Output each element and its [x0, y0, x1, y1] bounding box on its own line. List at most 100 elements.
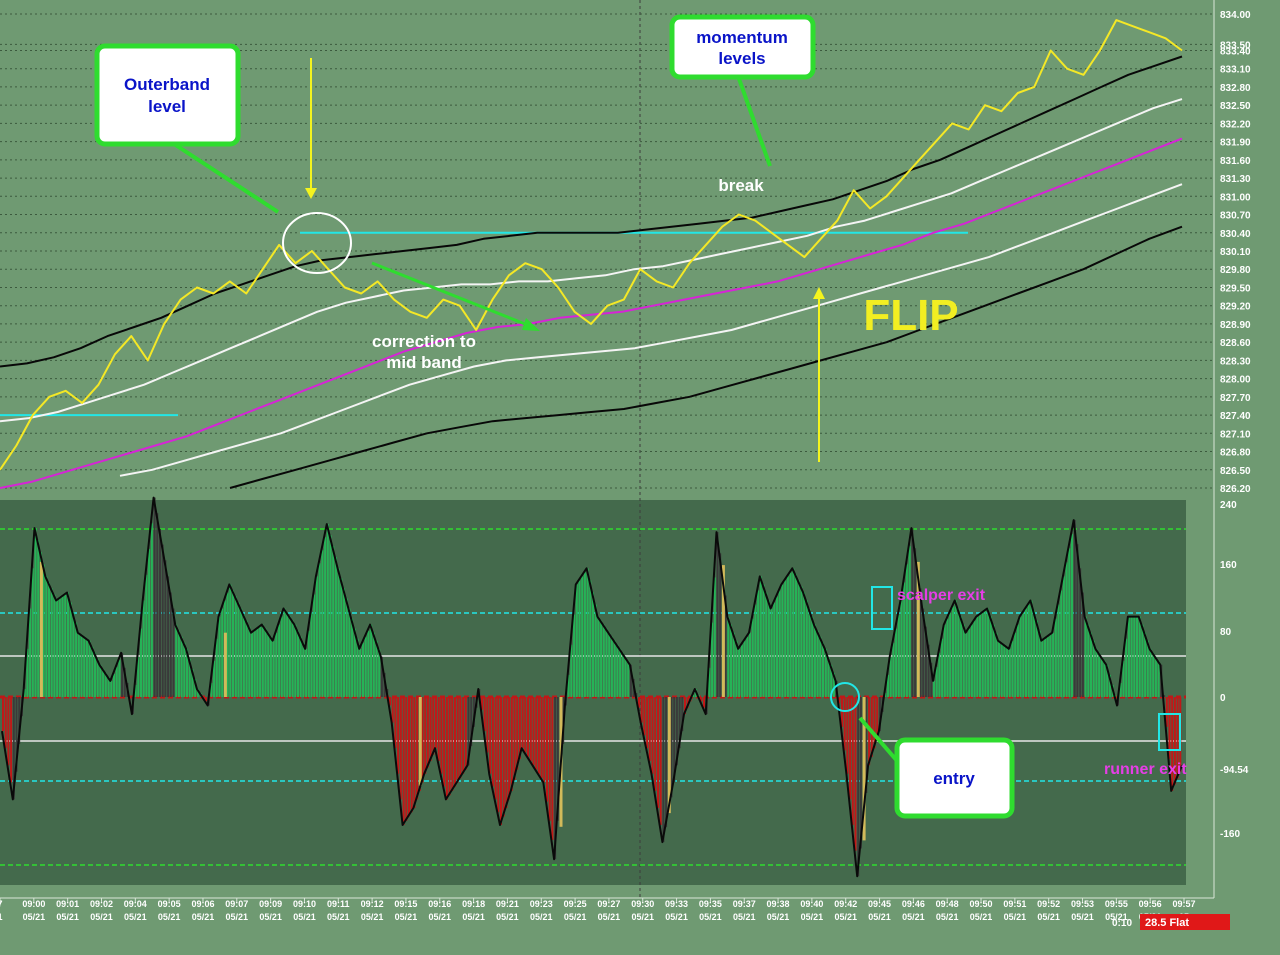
x-date-label: 1: [0, 912, 3, 922]
momentum-bar: [58, 598, 61, 697]
x-time-label: 09:15: [394, 899, 417, 909]
entry-label: entry: [933, 769, 975, 788]
momentum-bar: [167, 576, 170, 697]
momentum-bar: [529, 697, 532, 761]
momentum-bar: [527, 697, 529, 757]
momentum-bar: [1100, 656, 1103, 697]
momentum-bar: [1033, 610, 1036, 697]
momentum-bar: [1081, 592, 1084, 697]
x-date-label: 05/21: [1071, 912, 1094, 922]
price-tick-label: 826.50: [1220, 466, 1251, 477]
price-tick-label: 833.40: [1220, 46, 1251, 57]
x-time-label: 09:48: [936, 899, 959, 909]
momentum-bar: [1022, 612, 1025, 697]
outerband-label-line2: level: [148, 97, 186, 116]
momentum-bar: [267, 632, 270, 697]
momentum-bar: [924, 626, 927, 697]
momentum-bar: [421, 697, 424, 783]
momentum-bar: [832, 672, 835, 697]
x-date-label: 05/21: [259, 912, 282, 922]
momentum-bar: [732, 632, 735, 697]
momentum-bar: [827, 656, 830, 697]
momentum-bar: [83, 636, 86, 697]
momentum-bar: [1144, 632, 1147, 697]
momentum-bar: [261, 624, 264, 697]
x-time-label: 09:25: [564, 899, 587, 909]
momentum-bar: [470, 697, 473, 747]
momentum-bar: [946, 618, 949, 697]
momentum-bar: [150, 523, 153, 697]
correction-label-line2: mid band: [386, 353, 462, 372]
momentum-bar: [99, 664, 102, 697]
momentum-label-line2: levels: [718, 49, 765, 68]
x-date-label: 05/21: [834, 912, 857, 922]
momentum-bar: [651, 697, 654, 774]
momentum-bar: [364, 636, 367, 697]
momentum-bar: [554, 697, 557, 860]
momentum-bar: [45, 576, 48, 697]
momentum-bar: [749, 632, 751, 697]
momentum-bar: [786, 576, 789, 697]
momentum-bar: [692, 695, 695, 697]
momentum-bar: [1154, 656, 1157, 697]
momentum-bar: [351, 618, 354, 697]
momentum-bar: [88, 640, 91, 697]
momentum-bar: [933, 680, 935, 697]
momentum-bar: [429, 697, 432, 761]
momentum-bar: [608, 632, 611, 697]
momentum-bar: [629, 664, 632, 697]
momentum-bar: [811, 616, 814, 697]
momentum-bar: [546, 697, 548, 802]
momentum-bar: [454, 697, 456, 787]
momentum-bar: [949, 612, 952, 697]
momentum-bar: [229, 584, 232, 697]
price-tick-label: 828.60: [1220, 338, 1251, 349]
momentum-bar: [242, 614, 245, 697]
price-tick-label: 826.20: [1220, 484, 1251, 495]
momentum-bar: [145, 574, 148, 697]
momentum-bar: [321, 550, 324, 697]
momentum-bar: [602, 624, 605, 697]
x-time-label: 09:09: [259, 899, 282, 909]
x-time-label: 09:27: [597, 899, 620, 909]
momentum-bar: [935, 666, 938, 697]
momentum-bar: [943, 624, 946, 697]
momentum-bar: [998, 640, 1000, 697]
momentum-bar: [1071, 534, 1073, 697]
momentum-bar: [735, 640, 738, 697]
momentum-bar: [513, 697, 516, 781]
momentum-bar: [640, 697, 643, 723]
momentum-bar: [1098, 652, 1101, 697]
momentum-bar: [416, 697, 419, 800]
momentum-bar: [927, 644, 930, 697]
price-tick-label: 833.10: [1220, 65, 1251, 76]
momentum-bar: [573, 614, 576, 697]
momentum-bar: [1076, 544, 1079, 697]
status-position: 28.5 Flat: [1145, 917, 1189, 929]
momentum-bar: [1087, 624, 1090, 697]
momentum-bar: [194, 678, 197, 697]
upper-inner-band: [0, 98, 1183, 423]
momentum-label-line1: momentum: [696, 28, 788, 47]
break-label: break: [718, 176, 764, 195]
momentum-bar: [310, 612, 313, 697]
momentum-bar: [673, 697, 676, 783]
x-time-label: 09:10: [293, 899, 316, 909]
momentum-bar: [776, 596, 778, 697]
x-time-label: 09:52: [1037, 899, 1060, 909]
x-time-label: 09:00: [22, 899, 45, 909]
momentum-bar: [448, 697, 451, 796]
oscillator-tick-label: 160: [1220, 560, 1237, 571]
momentum-bar: [440, 697, 443, 774]
x-date-label: 05/21: [496, 912, 519, 922]
momentum-bar: [85, 638, 88, 697]
momentum-bar: [10, 697, 13, 783]
x-time-label: 09:55: [1105, 899, 1128, 909]
momentum-bar: [26, 648, 29, 698]
momentum-bar: [1127, 616, 1130, 697]
momentum-bar: [746, 636, 749, 697]
momentum-bar: [1176, 697, 1179, 779]
momentum-bar: [548, 697, 551, 821]
momentum-bar: [332, 546, 335, 697]
momentum-bar: [294, 624, 297, 697]
